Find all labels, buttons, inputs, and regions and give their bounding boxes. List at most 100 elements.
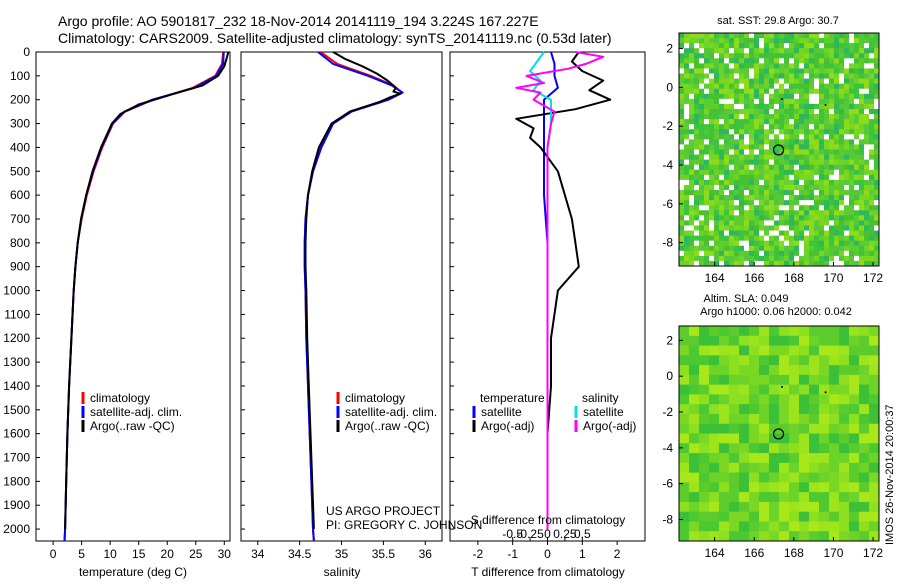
map-cell (754, 240, 760, 247)
map-cell (724, 93, 730, 100)
map-cell (799, 453, 810, 464)
map-cell (799, 73, 805, 79)
map-cell (849, 144, 855, 150)
map-cell (869, 124, 875, 130)
map-cell (739, 230, 745, 237)
map-cell (829, 174, 835, 181)
map-cell (829, 200, 835, 206)
map-cell (689, 179, 695, 186)
map-cell (804, 68, 810, 74)
map-cell (694, 48, 700, 54)
map-cell (689, 482, 700, 493)
map-cell (774, 159, 780, 166)
map-cell (789, 210, 795, 216)
map-cell (699, 78, 705, 85)
map-cell (804, 235, 810, 242)
map-cell (799, 235, 805, 242)
map-cell (764, 43, 770, 49)
map-cell (859, 108, 865, 115)
map-cell (804, 88, 810, 95)
map-cell (784, 245, 790, 252)
map-cell (694, 88, 700, 95)
map-cell (854, 220, 860, 226)
map-cell (789, 43, 795, 49)
map-cell (704, 184, 710, 191)
map-cell (834, 33, 840, 39)
map-cell (819, 93, 825, 100)
map-cell (804, 210, 810, 216)
map-cell (804, 230, 810, 237)
map-cell (849, 78, 855, 85)
map-cell (714, 215, 720, 221)
map-cell (809, 159, 815, 166)
map-cell (819, 58, 825, 64)
map-cell (699, 394, 710, 405)
map-cell (709, 38, 715, 44)
map-cell (679, 492, 690, 503)
map-cell (769, 531, 780, 542)
map-cell (799, 245, 805, 252)
map-cell (724, 43, 730, 49)
map-cell (739, 250, 745, 257)
map-cell (679, 433, 690, 444)
map-cell (819, 210, 825, 216)
map-cell (744, 114, 750, 120)
sst-map-frame (678, 32, 880, 267)
map-cell (809, 443, 820, 454)
map-cell (759, 335, 770, 346)
map-cell (734, 98, 740, 105)
map-cell (829, 482, 840, 493)
map-cell (844, 114, 850, 120)
map-cell (874, 93, 880, 100)
map-cell (719, 433, 730, 444)
map-cell (719, 78, 725, 85)
map-cell (869, 501, 880, 513)
map-cell (724, 114, 730, 120)
map-cell (829, 73, 835, 79)
map-cell (749, 78, 755, 85)
map-cell (769, 453, 780, 464)
map-cell (859, 326, 870, 337)
map-cell (744, 139, 750, 145)
map-cell (859, 230, 865, 237)
map-cell (814, 114, 820, 120)
map-cell (699, 195, 705, 201)
map-cell (844, 190, 850, 196)
map-cell (869, 33, 875, 39)
map-cell (799, 501, 810, 513)
map-cell (854, 210, 860, 216)
map-cell (764, 225, 770, 231)
map-cell (759, 179, 765, 186)
map-cell (729, 134, 735, 140)
map-cell (874, 215, 880, 221)
map-cell (709, 210, 715, 216)
salinity-lines (303, 51, 404, 542)
map-cell (784, 184, 790, 191)
map-cell (684, 220, 690, 226)
map-cell (699, 139, 705, 145)
map-cell (679, 462, 690, 473)
map-cell (679, 149, 685, 155)
map-cell (774, 103, 780, 110)
map-cell (799, 108, 805, 115)
map-cell (809, 501, 820, 513)
map-cell (709, 68, 715, 74)
map-cell (854, 119, 860, 125)
map-cell (804, 179, 810, 186)
map-cell (819, 139, 825, 145)
map-cell (759, 73, 765, 79)
map-cell (779, 144, 785, 150)
map-cell (864, 215, 870, 221)
map-cell (834, 78, 840, 85)
map-cell (829, 220, 835, 226)
x-tick-label: -1 (507, 547, 518, 561)
map-cell (729, 521, 740, 532)
map-cell (794, 200, 800, 206)
map-cell (869, 240, 875, 247)
map-cell (749, 98, 755, 105)
map-cell (784, 53, 790, 59)
map-cell (854, 139, 860, 145)
map-cell (819, 462, 830, 473)
map-cell (679, 124, 685, 130)
map-cell (754, 53, 760, 59)
